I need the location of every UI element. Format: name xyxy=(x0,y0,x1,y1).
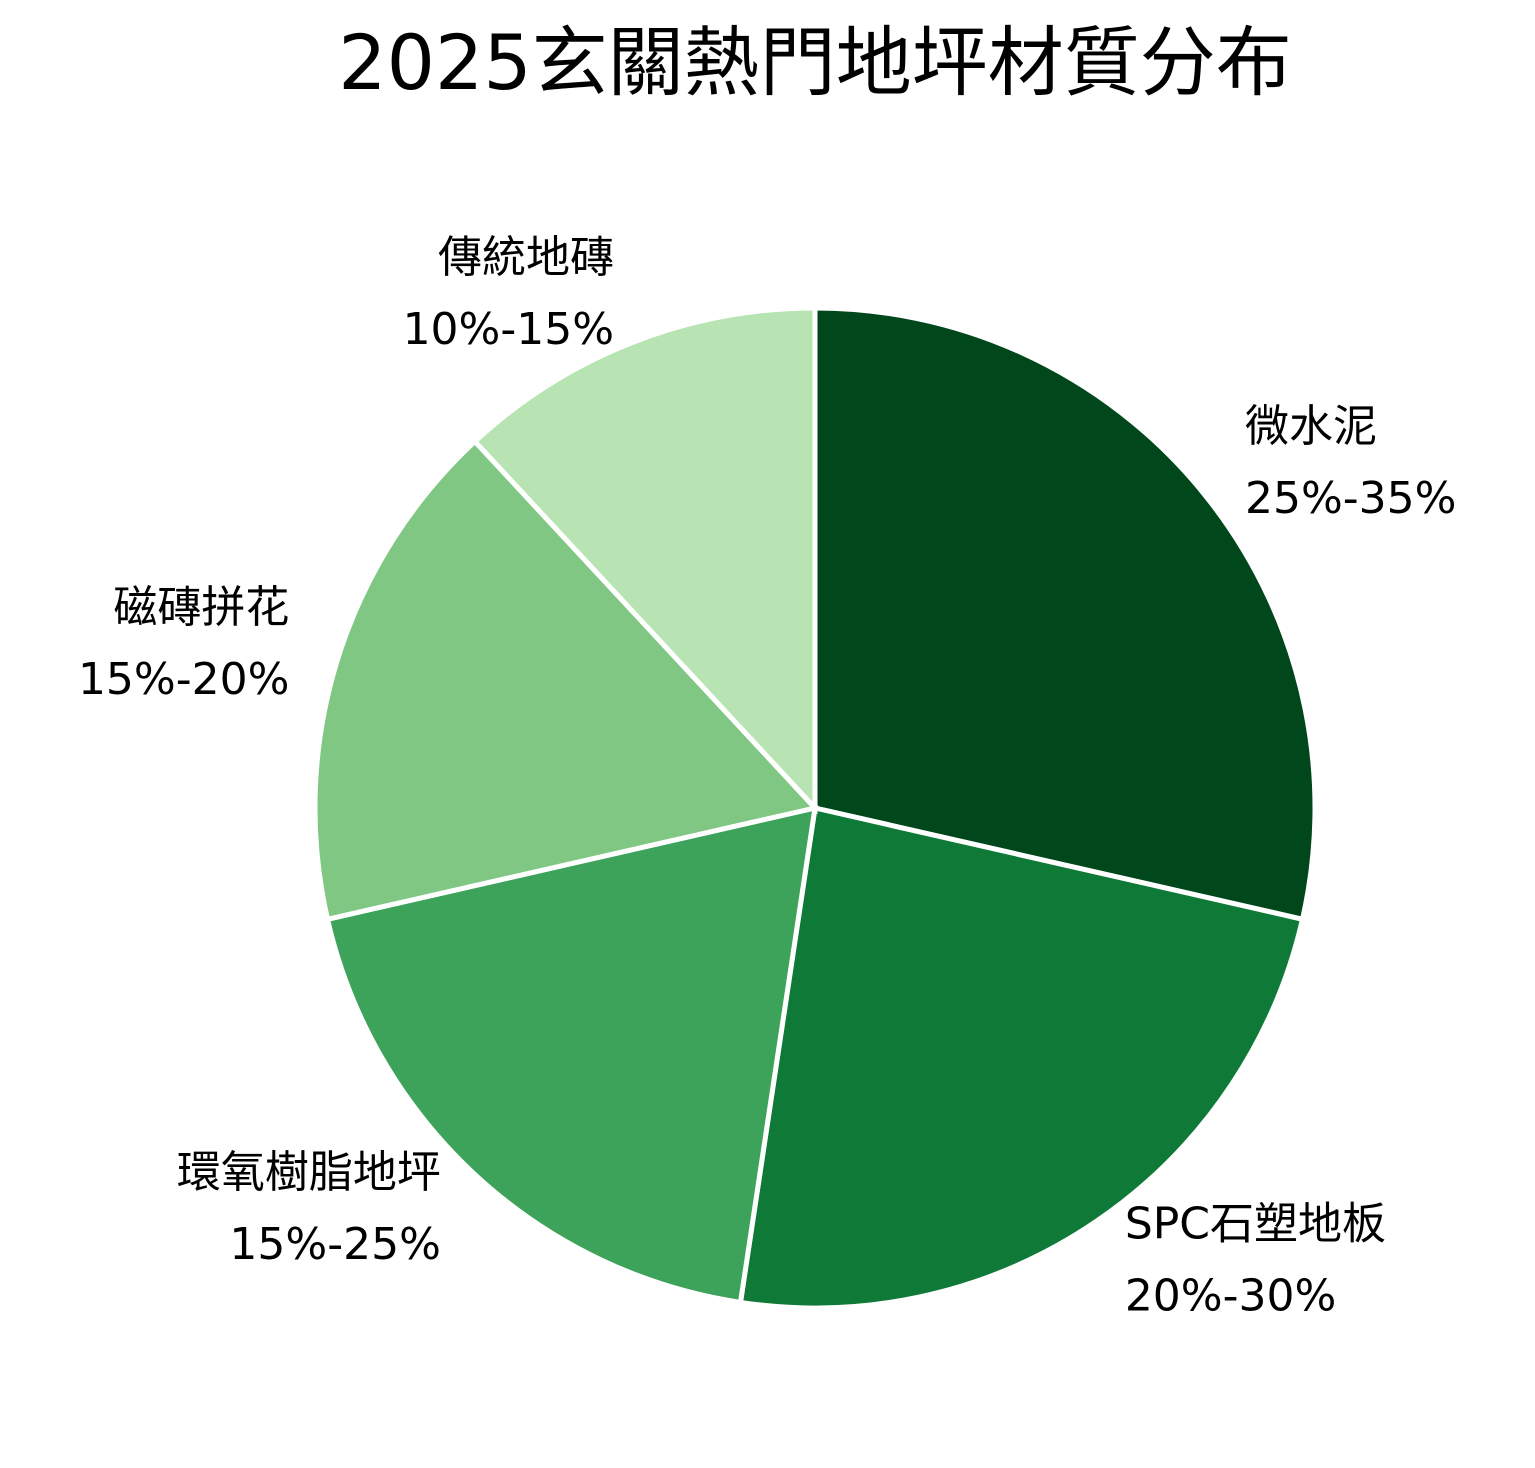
slice-label: 磁磚拼花 xyxy=(113,582,289,633)
slice-label: 傳統地磚 xyxy=(438,232,614,283)
slice-value-label: 20%-30% xyxy=(1125,1270,1336,1321)
slice-label: 微水泥 xyxy=(1245,401,1377,452)
pie-slice xyxy=(312,437,820,923)
slice-label: SPC石塑地板 xyxy=(1125,1198,1386,1249)
pie-slice xyxy=(324,804,819,1306)
pie-slice xyxy=(471,305,818,815)
slice-value-label: 15%-20% xyxy=(78,654,289,705)
slice-value-label: 10%-15% xyxy=(403,304,614,355)
slice-value-label: 15%-25% xyxy=(229,1219,440,1270)
slice-label: 環氧樹脂地坪 xyxy=(177,1147,441,1198)
slice-value-label: 25%-35% xyxy=(1245,473,1456,524)
pie-slice xyxy=(737,804,1306,1311)
pie-slice xyxy=(812,305,1318,923)
chart-title: 2025玄關熱門地坪材質分布 xyxy=(338,18,1291,107)
